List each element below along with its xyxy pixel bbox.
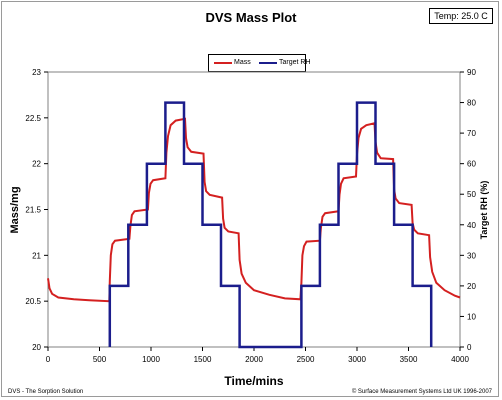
y-tick-label: 21 [32,251,41,260]
legend-label-mass: Mass [234,59,251,66]
y2-tick-label: 10 [467,312,476,321]
series-layer [47,101,461,349]
x-tick-label: 4000 [451,355,469,364]
footer-copyright: © Surface Measurement Systems Ltd UK 199… [351,389,492,395]
y2-tick-label: 80 [467,99,476,108]
legend-swatch-mass [214,62,232,64]
x-tick-label: 3500 [400,355,418,364]
legend: Mass Target RH [208,54,311,72]
legend-label-target-rh: Target RH [279,59,311,66]
footer-left-text: DVS - The Sorption Solution [8,389,84,395]
y-tick-label: 22.5 [25,114,41,123]
y2-tick-label: 50 [467,190,476,199]
y-axis-label: Mass/mg [9,186,21,233]
series-line-target-rh [108,101,433,349]
y2-tick-label: 30 [467,251,476,260]
temperature-label: Temp: 25.0 C [429,8,493,24]
y-tick-label: 20.5 [25,297,41,306]
y2-tick-label: 60 [467,160,476,169]
x-tick-label: 2500 [297,355,315,364]
x-tick-label: 0 [46,355,51,364]
y2-tick-label: 70 [467,129,476,138]
x-tick-label: 2000 [245,355,263,364]
y2-tick-label: 0 [467,343,472,352]
x-tick-label: 1500 [194,355,212,364]
y2-tick-label: 20 [467,282,476,291]
series-line-mass [47,117,461,303]
legend-swatch-target-rh [259,62,277,64]
x-tick-label: 1000 [142,355,160,364]
y-tick-label: 21.5 [25,206,41,215]
y2-axis-label: Target RH (%) [479,181,489,240]
y-tick-label: 20 [32,343,41,352]
axes: 0 500 1000 1500 2000 2500 3000 3500 40002020.521… [25,68,476,364]
x-tick-label: 3000 [348,355,366,364]
y-tick-label: 22 [32,160,41,169]
y2-tick-label: 40 [467,221,476,230]
y2-tick-label: 90 [467,68,476,77]
y-tick-label: 23 [32,68,41,77]
x-axis-label: Time/mins [224,374,283,388]
x-tick-label: 500 [93,355,107,364]
chart-title: DVS Mass Plot [205,10,297,25]
